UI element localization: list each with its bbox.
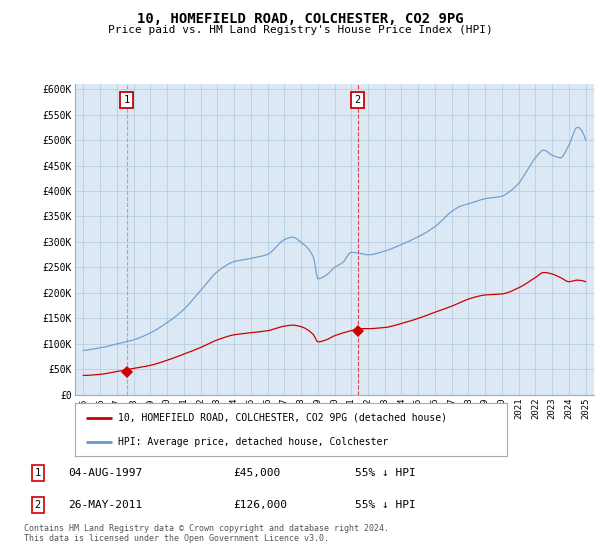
Text: HPI: Average price, detached house, Colchester: HPI: Average price, detached house, Colc… — [118, 437, 388, 447]
Text: 26-MAY-2011: 26-MAY-2011 — [68, 500, 142, 510]
Text: 2: 2 — [355, 95, 361, 105]
Text: 10, HOMEFIELD ROAD, COLCHESTER, CO2 9PG (detached house): 10, HOMEFIELD ROAD, COLCHESTER, CO2 9PG … — [118, 413, 447, 423]
Text: 55% ↓ HPI: 55% ↓ HPI — [355, 500, 416, 510]
Text: 2: 2 — [35, 500, 41, 510]
Text: Contains HM Land Registry data © Crown copyright and database right 2024.
This d: Contains HM Land Registry data © Crown c… — [24, 524, 389, 543]
Text: 10, HOMEFIELD ROAD, COLCHESTER, CO2 9PG: 10, HOMEFIELD ROAD, COLCHESTER, CO2 9PG — [137, 12, 463, 26]
Text: 1: 1 — [124, 95, 130, 105]
Text: £45,000: £45,000 — [234, 468, 281, 478]
Text: 1: 1 — [35, 468, 41, 478]
Text: Price paid vs. HM Land Registry's House Price Index (HPI): Price paid vs. HM Land Registry's House … — [107, 25, 493, 35]
Text: 55% ↓ HPI: 55% ↓ HPI — [355, 468, 416, 478]
Text: £126,000: £126,000 — [234, 500, 288, 510]
Text: 04-AUG-1997: 04-AUG-1997 — [68, 468, 142, 478]
